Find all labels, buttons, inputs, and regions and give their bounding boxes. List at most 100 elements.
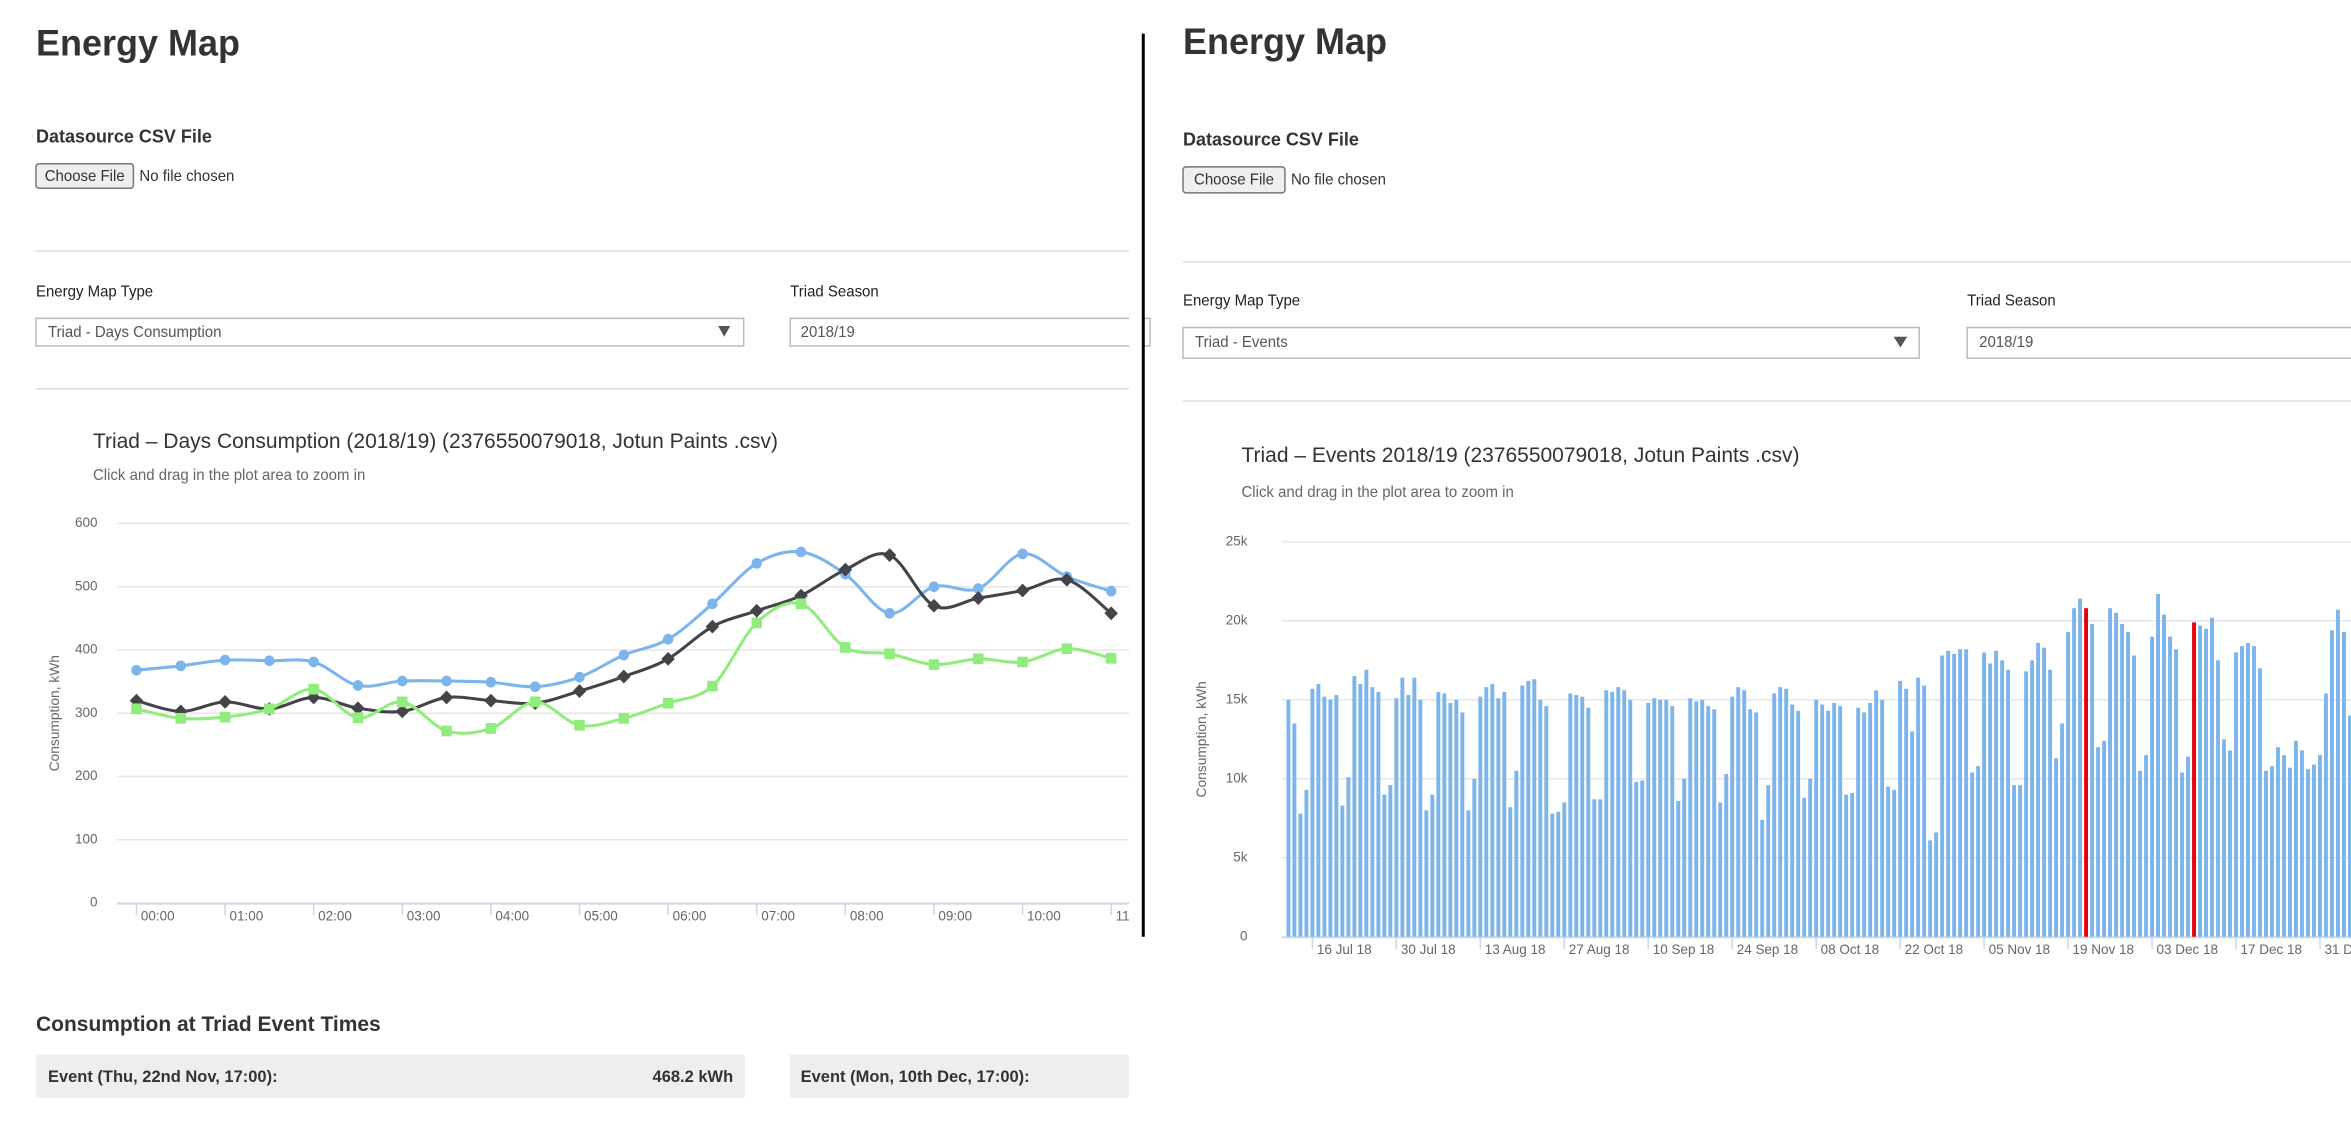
bar (1676, 800, 1681, 937)
x-tick-label: 17 Dec 18 (2240, 942, 2301, 957)
bar (1364, 669, 1369, 937)
event-row (790, 1054, 1130, 1098)
bar (2168, 636, 2172, 937)
y-tick-label: 0 (90, 895, 98, 910)
bar (1640, 780, 1645, 937)
bar (1544, 706, 1549, 937)
bar (1688, 698, 1693, 937)
bar (2072, 608, 2077, 937)
bar (2210, 617, 2214, 937)
bar (1790, 704, 1795, 937)
select[interactable] (1966, 326, 2351, 359)
bar (1718, 802, 1723, 937)
bar (1964, 649, 1969, 937)
marker (928, 581, 940, 593)
bar (1400, 677, 1405, 937)
select[interactable] (1182, 326, 1920, 359)
marker (219, 654, 231, 666)
bar (1646, 702, 1651, 937)
bar (2006, 669, 2011, 937)
bar (1436, 691, 1441, 937)
select[interactable] (789, 317, 1151, 347)
select[interactable] (35, 317, 745, 347)
x-tick-label: 27 Aug 18 (1569, 942, 1630, 957)
bar (2060, 723, 2065, 937)
bar (1472, 778, 1477, 937)
x-tick-label: 06:00 (673, 908, 707, 923)
bar (1952, 653, 1957, 937)
bar (1298, 813, 1303, 937)
bar (2024, 671, 2029, 937)
bar (2252, 646, 2256, 937)
bar (1286, 699, 1291, 937)
marker (1015, 583, 1030, 598)
bar (1424, 810, 1429, 937)
bar (1484, 687, 1489, 937)
bar (1310, 688, 1315, 937)
field-label: Datasource CSV File (1183, 129, 1359, 149)
marker (175, 660, 186, 672)
bar (2162, 614, 2166, 937)
marker (131, 703, 142, 715)
x-tick-label: 19 Nov 18 (2073, 942, 2134, 957)
bar (2294, 740, 2298, 937)
page-title: Energy Map (36, 22, 240, 63)
bar (2048, 669, 2053, 937)
bar (1958, 649, 1963, 937)
marker (352, 680, 364, 691)
bar (1376, 691, 1381, 937)
bar (1820, 704, 1825, 937)
line-chart: Triad – Days Consumption (2018/19) (2376… (47, 430, 1130, 923)
bar (1430, 794, 1435, 937)
bar (1460, 712, 1465, 937)
bar (2078, 598, 2083, 937)
marker (572, 684, 587, 699)
bar (1562, 802, 1567, 937)
file-status: No file chosen (139, 168, 234, 185)
y-tick-label: 300 (75, 705, 98, 720)
bar (1334, 695, 1339, 937)
bar (1856, 707, 1861, 937)
bar (1526, 680, 1531, 937)
bar (2114, 612, 2118, 937)
marker (1017, 656, 1028, 668)
y-tick-label: 400 (75, 642, 98, 657)
marker (1105, 652, 1117, 664)
bar (1814, 699, 1819, 937)
bar (2348, 715, 2351, 937)
select-arrow (718, 326, 731, 337)
bar (1862, 712, 1867, 937)
bar (2330, 630, 2334, 937)
bar (1868, 702, 1873, 937)
bar (1352, 676, 1357, 937)
bar (1898, 680, 1903, 937)
y-tick-label: 0 (1240, 928, 1248, 943)
field-label: Triad Season (790, 283, 879, 300)
bar (2228, 750, 2232, 937)
bar (2222, 739, 2226, 937)
file-button[interactable] (35, 163, 135, 190)
bar (1478, 696, 1483, 937)
bar (1358, 684, 1363, 937)
marker (661, 651, 675, 666)
bar (1880, 699, 1885, 937)
x-tick-label: 07:00 (761, 908, 795, 923)
bar (1730, 696, 1735, 937)
bar (2096, 747, 2101, 937)
file-button[interactable] (1182, 166, 1286, 194)
y-tick-label: 100 (75, 831, 98, 846)
bar (1940, 655, 1945, 937)
marker (795, 546, 807, 558)
bar (1712, 709, 1717, 937)
bar (1388, 785, 1393, 937)
bar (2198, 625, 2202, 937)
marker (219, 711, 231, 723)
bar (1904, 688, 1909, 937)
bar (1634, 781, 1639, 937)
file-status: No file chosen (1291, 172, 1386, 189)
bar (2282, 755, 2286, 937)
field-label: Triad Season (1967, 292, 2056, 309)
event-row (35, 1054, 746, 1098)
marker (485, 676, 497, 688)
marker (751, 557, 762, 569)
